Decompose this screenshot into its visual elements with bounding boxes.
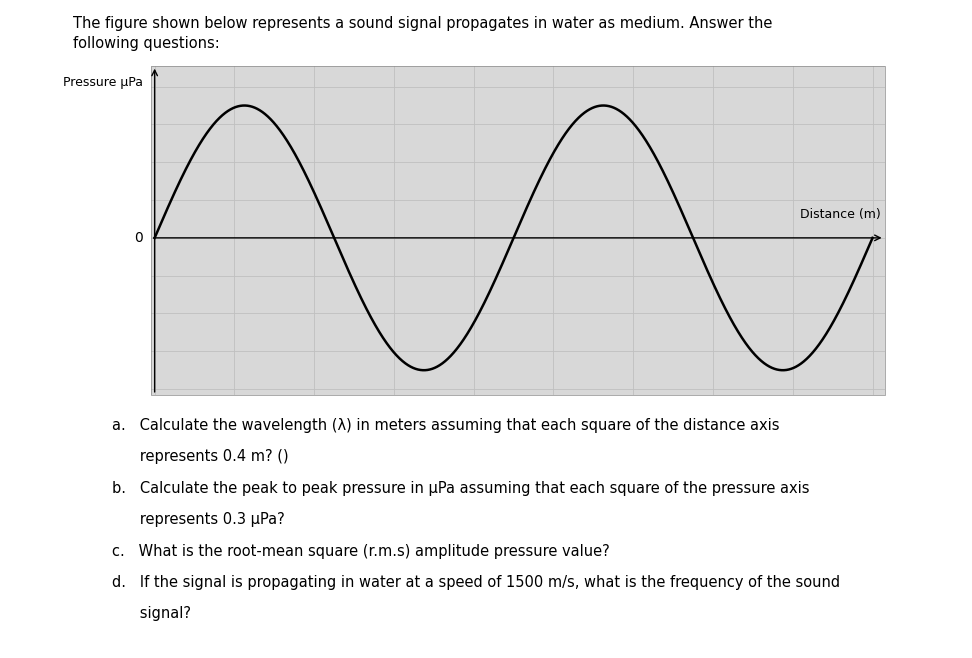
Text: c.   What is the root-mean square (r.m.s) amplitude pressure value?: c. What is the root-mean square (r.m.s) … [112, 545, 609, 559]
Text: a.   Calculate the wavelength (λ) in meters assuming that each square of the dis: a. Calculate the wavelength (λ) in meter… [112, 418, 780, 433]
Text: b.   Calculate the peak to peak pressure in μPa assuming that each square of the: b. Calculate the peak to peak pressure i… [112, 481, 810, 496]
Text: 0: 0 [134, 231, 143, 245]
Text: d.   If the signal is propagating in water at a speed of 1500 m/s, what is the f: d. If the signal is propagating in water… [112, 575, 840, 590]
Text: represents 0.4 m? (): represents 0.4 m? () [112, 449, 289, 464]
Text: represents 0.3 μPa?: represents 0.3 μPa? [112, 512, 285, 527]
Text: The figure shown below represents a sound signal propagates in water as medium. : The figure shown below represents a soun… [73, 16, 773, 32]
Text: following questions:: following questions: [73, 36, 220, 51]
Text: Pressure μPa: Pressure μPa [62, 76, 143, 89]
Bar [151, 66, 885, 395]
Text: Distance (m): Distance (m) [800, 208, 881, 221]
Text: signal?: signal? [112, 606, 191, 621]
